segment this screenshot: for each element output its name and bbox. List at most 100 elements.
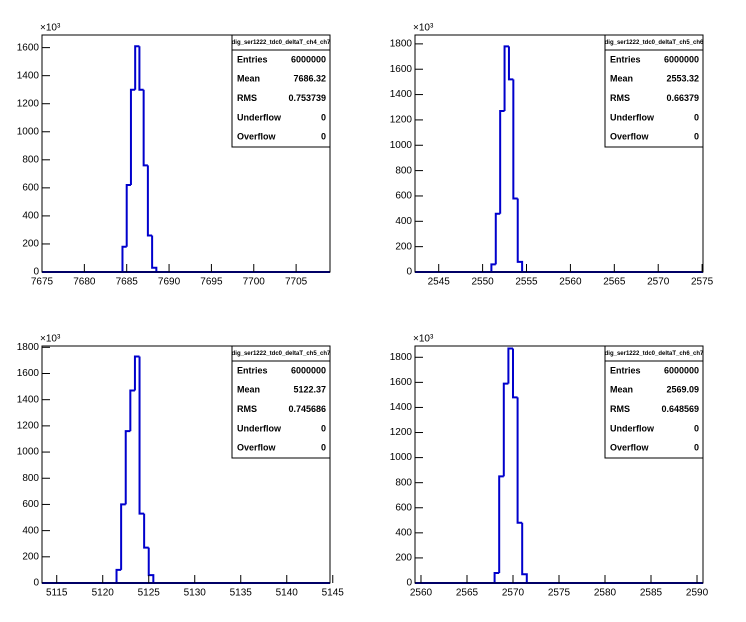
stats-title: dig_ser1222_tdc0_deltaT_ch5_ch6 <box>605 40 704 46</box>
histogram-bin <box>138 356 145 515</box>
stats-value: 0 <box>321 423 326 433</box>
stats-label: Mean <box>610 385 633 395</box>
histogram-bin <box>521 522 528 583</box>
stats-title: dig_ser1222_tdc0_deltaT_ch5_ch7 <box>232 351 331 357</box>
stats-label: Entries <box>610 365 641 375</box>
histogram-bin <box>121 245 127 272</box>
x-tick-label: 2570 <box>502 588 525 599</box>
x-tick-label: 5145 <box>322 588 345 599</box>
x-tick-label: 2590 <box>686 588 709 599</box>
stats-label: Underflow <box>610 112 655 122</box>
histogram-bin <box>498 475 504 573</box>
x-tick-label: 2575 <box>548 588 571 599</box>
stats-label: Mean <box>237 74 260 84</box>
stats-label: Underflow <box>237 112 282 122</box>
x-tick-label: 5115 <box>46 588 68 599</box>
y-tick-label: 1600 <box>390 377 413 388</box>
histogram-bin <box>512 79 518 200</box>
x-tick-label: 5120 <box>92 588 115 599</box>
y-tick-label: 1200 <box>17 98 40 109</box>
x-tick-label: 2565 <box>456 588 479 599</box>
stats-value: 0 <box>694 112 699 122</box>
histogram-bin <box>146 165 153 237</box>
x-tick-label: 2575 <box>691 277 714 288</box>
x-tick-label: 2585 <box>640 588 663 599</box>
frame <box>414 34 704 273</box>
histogram-bin <box>129 88 136 186</box>
y-tick-label: 800 <box>22 473 39 484</box>
histogram-bin <box>516 397 523 524</box>
x-tick-label: 2580 <box>594 588 617 599</box>
x-tick-label: 7680 <box>73 277 96 288</box>
histogram-bin <box>134 45 140 90</box>
y-tick-label: 200 <box>22 239 39 250</box>
x-tick-label: 2545 <box>428 277 451 288</box>
histogram-bin <box>147 547 155 583</box>
frame <box>41 34 331 273</box>
histogram-bin <box>507 347 513 384</box>
y-tick-label: 0 <box>406 267 412 278</box>
x-tick-label: 7705 <box>285 277 308 288</box>
y-tick-label: 800 <box>22 154 39 165</box>
x-tick-label: 7695 <box>200 277 223 288</box>
stats-value: 0 <box>321 132 326 142</box>
y-tick-label: 1400 <box>17 394 40 405</box>
histogram-bin <box>124 430 131 505</box>
y-tick-label: 0 <box>406 578 412 589</box>
histogram-bin <box>516 198 524 272</box>
histogram-bin <box>493 571 500 583</box>
stats-value: 2569.09 <box>666 385 699 395</box>
y-multiplier: ×10³ <box>413 334 434 345</box>
y-tick-label: 1200 <box>17 421 40 432</box>
y-tick-label: 1600 <box>17 368 40 379</box>
histogram-bin <box>507 46 514 81</box>
x-tick-label: 5135 <box>230 588 253 599</box>
stats-label: Underflow <box>237 423 282 433</box>
stats-label: RMS <box>610 404 630 414</box>
stats-value: 0.753739 <box>288 93 326 103</box>
stats-value: 0 <box>321 112 326 122</box>
stats-value: 0.648569 <box>661 404 699 414</box>
y-tick-label: 1400 <box>390 89 413 100</box>
frame <box>41 345 331 584</box>
histogram-bin <box>490 263 496 272</box>
x-tick-label: 7685 <box>116 277 139 288</box>
histogram-bin <box>120 503 126 570</box>
y-multiplier: ×10³ <box>40 23 61 34</box>
y-tick-label: 600 <box>22 499 39 510</box>
histogram-bin <box>503 45 509 112</box>
x-tick-label: 5140 <box>276 588 299 599</box>
x-tick-label: 7690 <box>158 277 181 288</box>
stats-label: RMS <box>610 93 630 103</box>
y-tick-label: 1000 <box>17 447 40 458</box>
x-tick-label: 2560 <box>410 588 433 599</box>
y-tick-label: 1000 <box>390 140 413 151</box>
histogram-bin <box>138 46 144 91</box>
y-tick-label: 400 <box>395 527 412 538</box>
y-tick-label: 400 <box>22 211 39 222</box>
y-tick-label: 1800 <box>17 342 40 353</box>
y-tick-label: 1600 <box>17 42 40 53</box>
y-tick-label: 600 <box>22 182 39 193</box>
y-tick-label: 600 <box>395 502 412 513</box>
histogram-bin <box>494 212 501 265</box>
x-tick-label: 2560 <box>559 277 582 288</box>
y-tick-label: 200 <box>22 551 39 562</box>
histogram-bin <box>133 355 140 391</box>
y-tick-label: 600 <box>395 191 412 202</box>
y-tick-label: 200 <box>395 241 412 252</box>
stats-label: Overflow <box>610 443 650 453</box>
y-tick-label: 1800 <box>390 39 413 50</box>
stats-value: 6000000 <box>291 365 326 375</box>
stats-label: Mean <box>610 74 633 84</box>
y-tick-label: 0 <box>33 267 39 278</box>
x-tick-label: 7700 <box>243 277 266 288</box>
stats-value: 7686.32 <box>293 74 326 84</box>
y-tick-label: 1200 <box>390 427 413 438</box>
y-tick-label: 800 <box>395 477 412 488</box>
stats-label: Mean <box>237 385 260 395</box>
stats-label: Overflow <box>237 443 277 453</box>
stats-value: 5122.37 <box>293 385 326 395</box>
histogram-bin <box>142 89 148 167</box>
